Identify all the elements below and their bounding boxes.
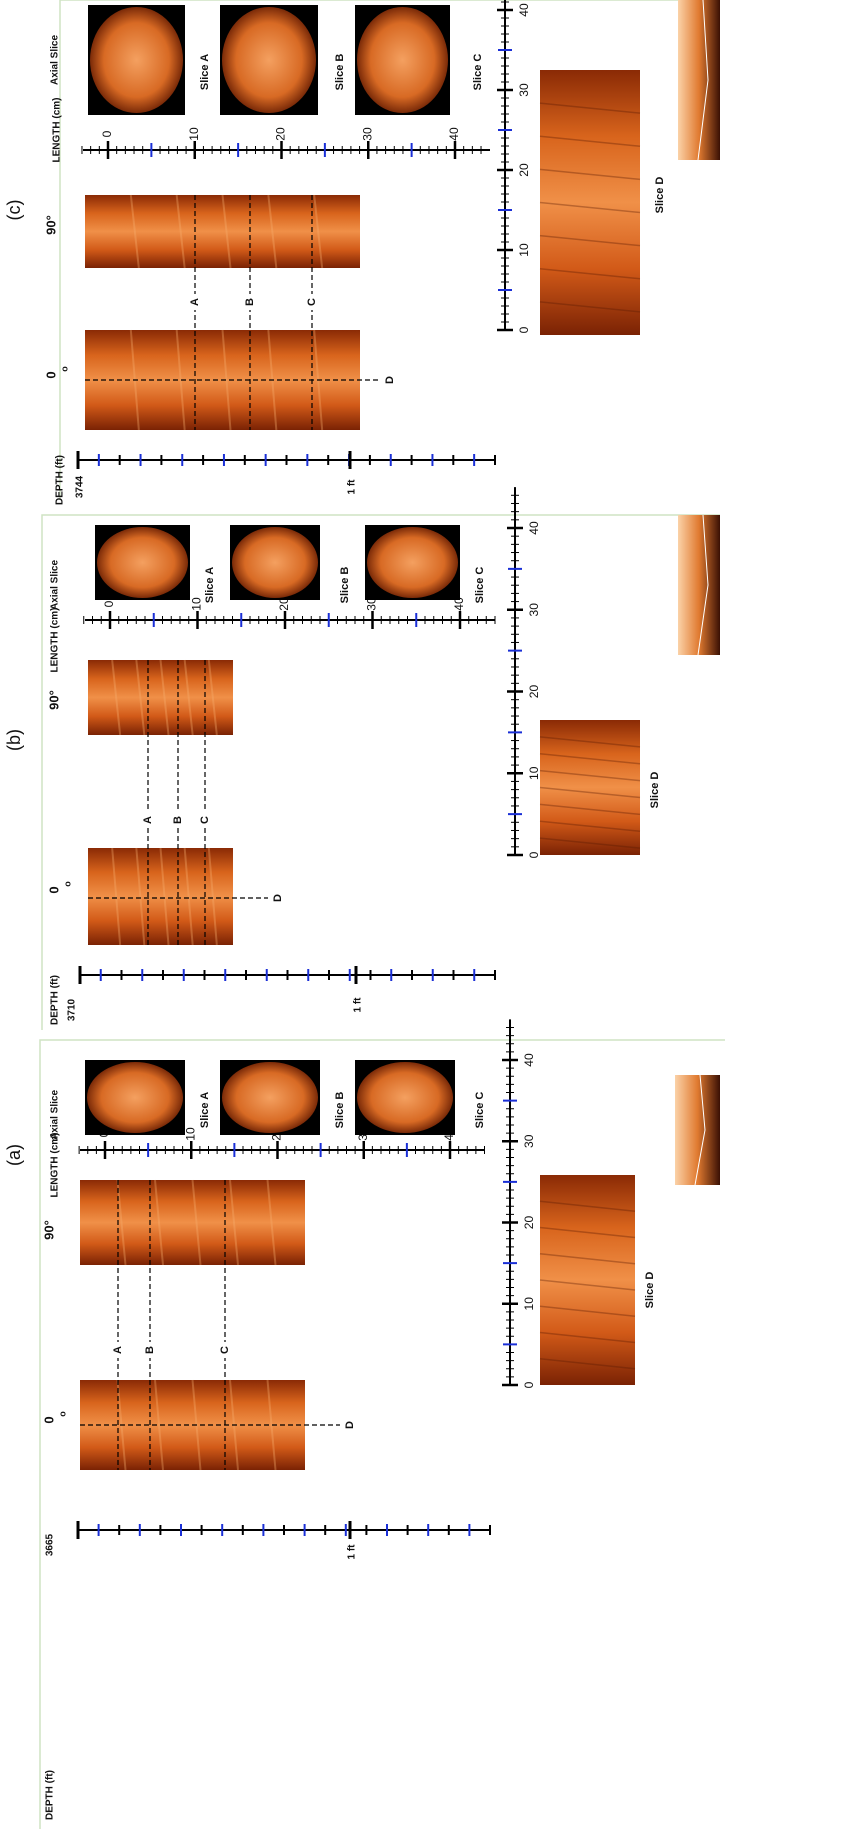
slice-line-label: D: [384, 376, 396, 384]
slice-line-label: B: [144, 1346, 156, 1354]
length-tick-label: 40: [447, 127, 461, 141]
depth-label: DEPTH (ft): [55, 455, 66, 505]
slice-label: Slice D: [654, 177, 666, 214]
slice-d-tick-label: 10: [517, 243, 531, 257]
axial-slice: [90, 7, 183, 113]
depth-scale: 1 ft: [353, 997, 364, 1013]
depth-scale: 1 ft: [347, 479, 358, 495]
slice-d-tick-label: 30: [527, 603, 541, 617]
slice-label: Slice A: [199, 1092, 211, 1128]
slice-line-label: C: [306, 298, 318, 306]
length-tick-label: 10: [190, 597, 204, 611]
panel-label: (c): [4, 200, 24, 221]
panel-label: (a): [4, 1144, 24, 1166]
slice-d-tick-label: 40: [522, 1053, 536, 1067]
length-label: LENGTH (cm): [50, 1133, 61, 1198]
axial-title: Axial Slice: [50, 560, 61, 610]
slice-label: Slice B: [334, 1092, 346, 1129]
slice-label: Slice A: [199, 54, 211, 90]
axial-slice: [87, 1062, 183, 1133]
axial-slice: [97, 527, 188, 598]
core-image: [88, 660, 233, 735]
slice-label: Slice C: [472, 54, 484, 91]
axial-slice: [222, 1062, 318, 1133]
slice-d-image: [540, 70, 640, 335]
length-tick-label: 0: [102, 600, 116, 607]
view-0-degree: o: [62, 881, 72, 887]
length-tick-label: 10: [187, 127, 201, 141]
view-90: 90°: [46, 690, 61, 710]
axial-slice: [357, 7, 448, 113]
view-0: 0: [41, 1416, 56, 1423]
slice-d-tick-label: 10: [527, 766, 541, 780]
slice-line-label: B: [244, 298, 256, 306]
slice-line-label: A: [112, 1346, 124, 1354]
slice-d-tick-label: 40: [517, 3, 531, 17]
slice-d-tick-label: 30: [522, 1134, 536, 1148]
slice-d-tick-label: 0: [522, 1381, 536, 1388]
depth-label: DEPTH (ft): [45, 1770, 56, 1820]
slice-label: Slice D: [644, 1272, 656, 1309]
view-0-degree: o: [59, 366, 69, 372]
slice-line-label: C: [219, 1346, 231, 1354]
slice-label: Slice B: [334, 54, 346, 91]
length-label: LENGTH (cm): [52, 98, 63, 163]
axial-slice: [367, 527, 458, 598]
view-90: 90°: [41, 1220, 56, 1240]
axial-title: Axial Slice: [50, 35, 61, 85]
slice-d-tick-label: 20: [517, 163, 531, 177]
depth-scale: 1 ft: [347, 1544, 358, 1560]
slice-label: Slice C: [474, 567, 486, 604]
axial-slice: [222, 7, 316, 113]
panel-label: (b): [4, 729, 24, 751]
slice-d-tick-label: 0: [527, 851, 541, 858]
slice-d-tick-label: 30: [517, 83, 531, 97]
slice-label: Slice A: [204, 567, 216, 603]
slice-line-label: A: [189, 298, 201, 306]
view-90: 90°: [43, 215, 58, 235]
view-0: 0: [46, 886, 61, 893]
slice-label: Slice D: [649, 772, 661, 809]
density-plot: [678, 0, 720, 160]
length-label: LENGTH (cm): [50, 608, 61, 673]
slice-d-tick-label: 20: [527, 685, 541, 699]
slice-line-label: B: [172, 816, 184, 824]
length-tick-label: 10: [183, 1127, 197, 1141]
slice-label: Slice C: [474, 1092, 486, 1129]
length-tick-label: 0: [100, 130, 114, 137]
length-tick-label: 30: [360, 127, 374, 141]
length-tick-label: 20: [274, 127, 288, 141]
slice-d-image: [540, 720, 640, 855]
view-0: 0: [43, 371, 58, 378]
depth-top: 3710: [67, 998, 78, 1021]
page: {"panels": [ {"label": "(a)", "depth_lab…: [0, 0, 841, 1829]
slice-d-tick-label: 40: [527, 521, 541, 535]
slice-label: Slice B: [339, 567, 351, 604]
slice-line-label: D: [272, 894, 284, 902]
slice-d-tick-label: 10: [522, 1297, 536, 1311]
slice-line-label: C: [199, 816, 211, 824]
depth-top: 3665: [45, 1533, 56, 1556]
depth-label: DEPTH (ft): [50, 975, 61, 1025]
axial-title: Axial Slice: [50, 1090, 61, 1140]
core-image: [88, 848, 233, 945]
axial-slice: [357, 1062, 453, 1133]
density-plot: [678, 515, 720, 655]
axial-slice: [232, 527, 318, 598]
view-0-degree: o: [57, 1411, 67, 1417]
slice-line-label: D: [344, 1421, 356, 1429]
slice-line-label: A: [142, 816, 154, 824]
slice-d-tick-label: 20: [522, 1216, 536, 1230]
slice-d-tick-label: 0: [517, 326, 531, 333]
figure: (a)DEPTH (ft)36651 ft0o90°ABCDLENGTH (cm…: [0, 0, 841, 1829]
depth-top: 3744: [75, 475, 86, 498]
